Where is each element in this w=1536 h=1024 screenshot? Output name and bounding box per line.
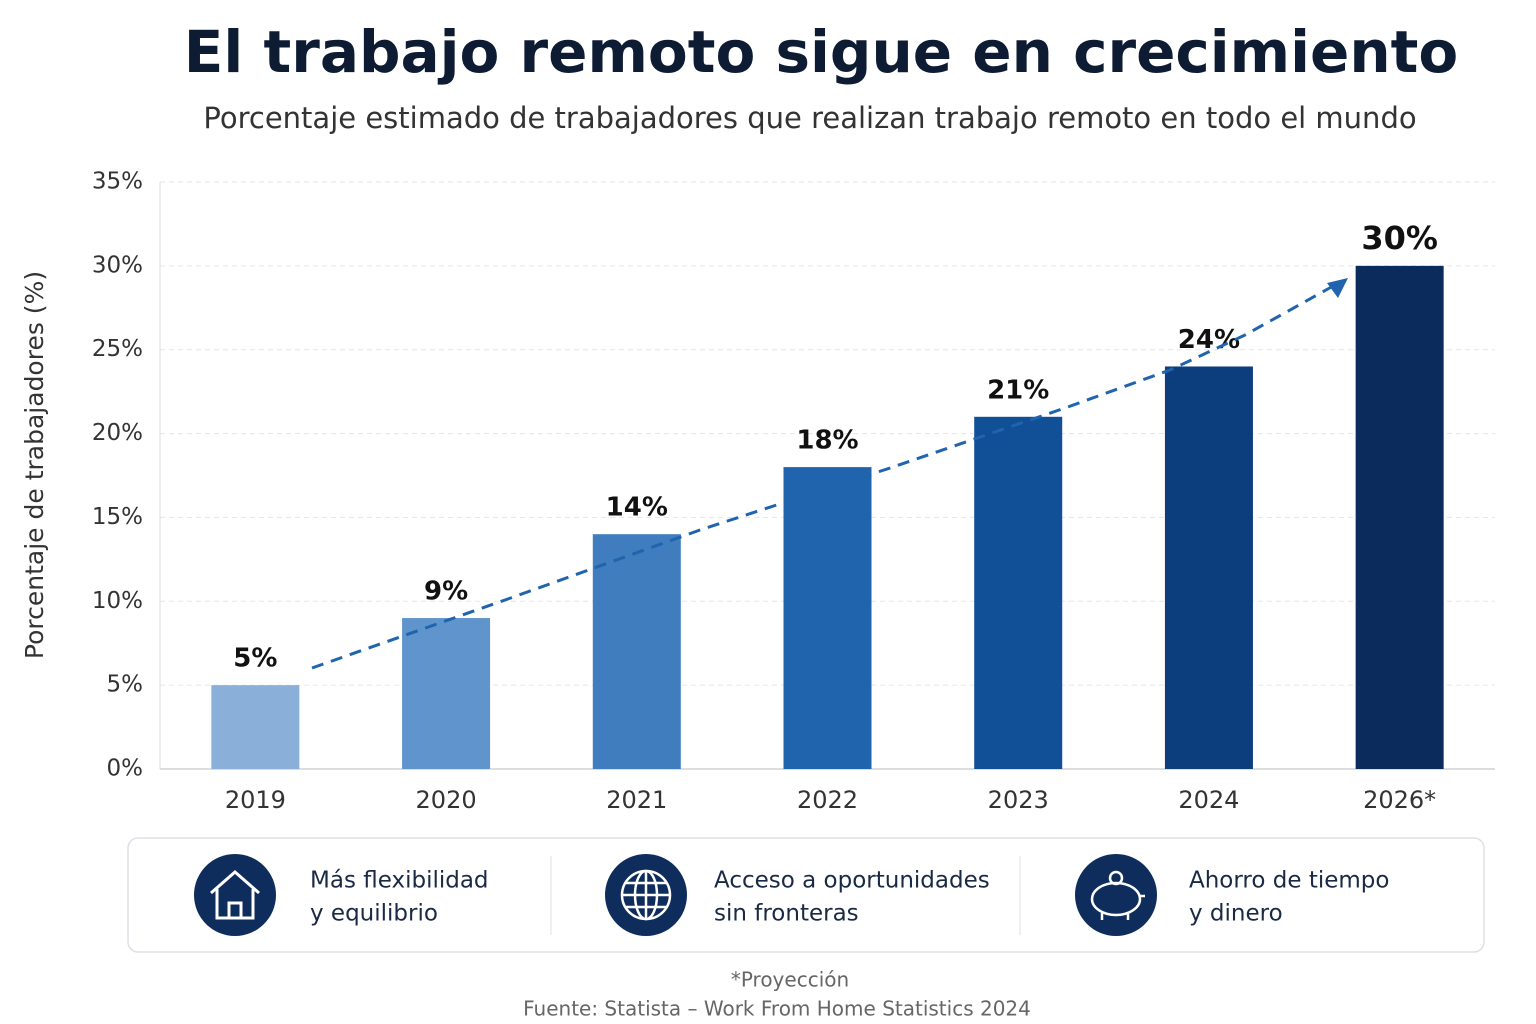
source: Fuente: Statista – Work From Home Statis… (523, 997, 1031, 1021)
y-tick-label: 10% (92, 588, 143, 614)
feature-text: Ahorro de tiempo (1189, 868, 1389, 894)
trend-arrow (311, 283, 1336, 670)
x-tick-label: 2021 (606, 786, 667, 814)
features: Más flexibilidad y equilibrio Acceso a opo… (310, 868, 1389, 927)
feature-text: Más flexibilidad (310, 868, 489, 894)
value-label: 14% (606, 493, 668, 523)
y-axis-label: Porcentaje de trabajadores (%) (20, 271, 49, 659)
value-label: 30% (1361, 219, 1438, 257)
chart-subtitle: Porcentaje estimado de trabajadores que … (203, 101, 1416, 135)
piggy-icon (1075, 854, 1157, 936)
plot: 0% 5% 10% 15% 20% 25% 30% 35% 2019 5% 2020 9% 2021 14… (92, 169, 1495, 814)
x-tick-label: 2026* (1363, 786, 1436, 814)
chart-title: El trabajo remoto sigue en crecimiento (184, 18, 1458, 86)
x-tick-label: 2024 (1178, 786, 1239, 814)
value-label: 9% (424, 577, 468, 607)
y-tick-label: 5% (107, 672, 144, 698)
feature-text: sin fronteras (714, 901, 859, 927)
feature-text: y dinero (1189, 901, 1283, 927)
y-tick-label: 30% (92, 252, 143, 278)
bar (1164, 366, 1253, 769)
trend-arrowhead (1327, 278, 1348, 298)
x-tick-label: 2020 (416, 786, 477, 814)
feature-text: Acceso a oportunidades (714, 868, 990, 894)
value-label: 5% (233, 644, 277, 674)
y-tick-label: 15% (92, 504, 143, 530)
value-label: 18% (796, 426, 858, 456)
bar (402, 618, 491, 769)
value-label: 21% (987, 375, 1049, 405)
y-tick-label: 35% (92, 169, 143, 195)
x-tick-label: 2023 (988, 786, 1049, 814)
value-label: 24% (1178, 325, 1240, 355)
globe-icon (605, 854, 687, 936)
x-tick-label: 2022 (797, 786, 858, 814)
y-tick-label: 20% (92, 420, 143, 446)
house-icon (194, 854, 276, 936)
footnote: *Proyección (731, 968, 849, 992)
feature-text: y equilibrio (310, 901, 438, 927)
y-tick-label: 25% (92, 336, 143, 362)
feature-panel (127, 837, 1485, 953)
bar (1355, 265, 1444, 769)
y-tick-label: 0% (107, 756, 144, 782)
bar (592, 534, 681, 769)
bar (783, 467, 872, 769)
bar (211, 685, 300, 769)
x-tick-label: 2019 (225, 786, 286, 814)
bar (974, 416, 1063, 769)
